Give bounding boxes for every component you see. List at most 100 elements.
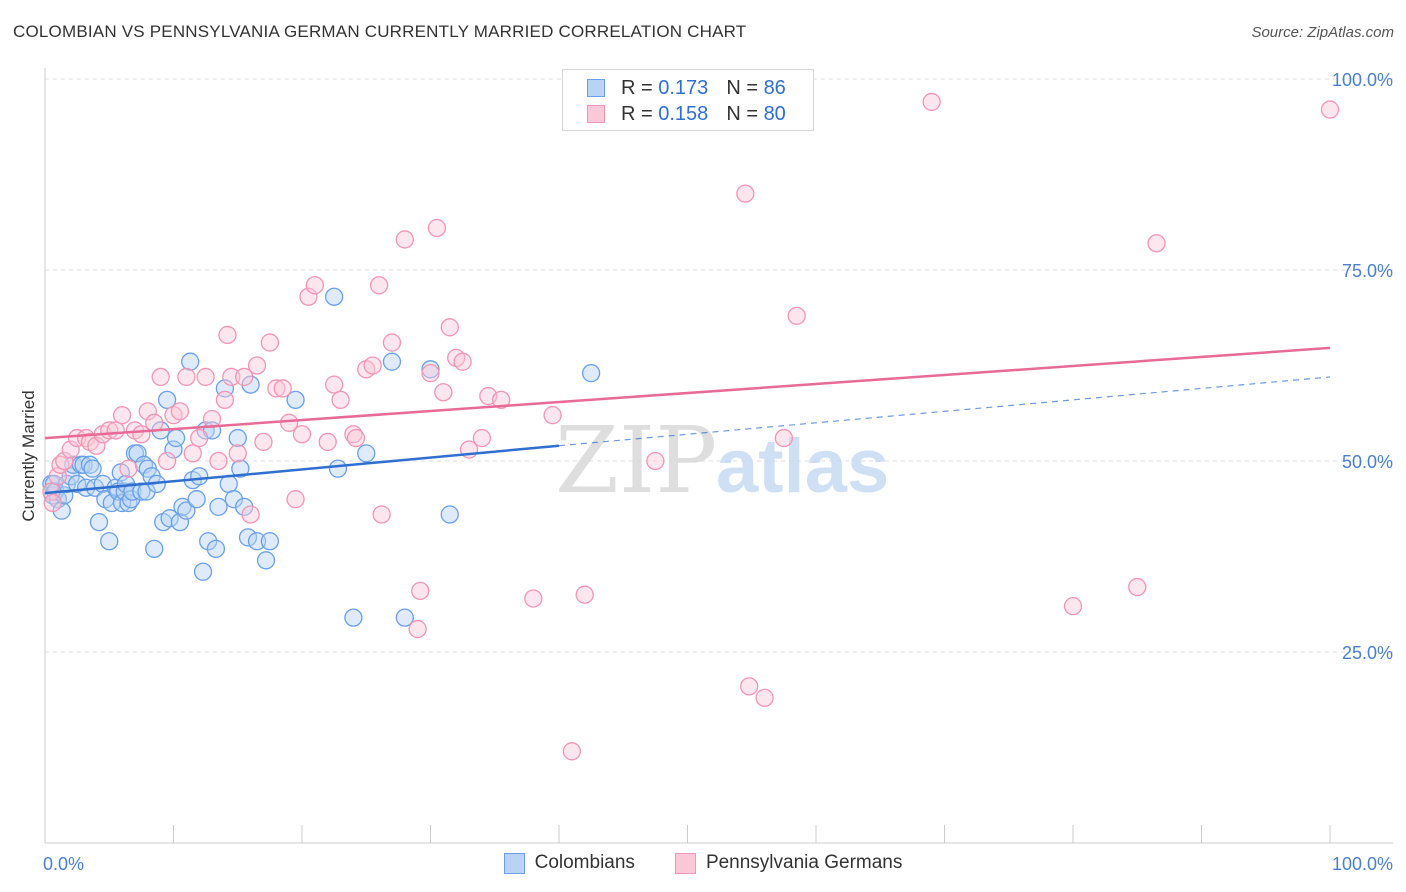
point-pennsylvania-germans	[543, 406, 562, 425]
point-pennsylvania-germans	[87, 436, 106, 455]
legend-n-value-colombians: 86	[763, 76, 786, 99]
point-colombians	[121, 490, 141, 509]
y-tick-label: 25.0%	[1342, 643, 1393, 663]
point-pennsylvania-germans	[235, 367, 254, 387]
legend-marker-colombians	[503, 852, 525, 874]
point-colombians	[581, 363, 601, 383]
legend-swatch-colombians	[587, 79, 605, 97]
series-legend: Colombians Pennsylvania Germans	[0, 852, 1406, 874]
point-pennsylvania-germans	[138, 402, 157, 421]
point-colombians	[382, 352, 402, 371]
point-pennsylvania-germans	[228, 444, 247, 463]
point-colombians	[112, 493, 132, 513]
point-pennsylvania-germans	[427, 218, 447, 238]
legend-marker-pennsylvania-germans	[674, 852, 696, 874]
point-pennsylvania-germans	[331, 390, 350, 410]
point-colombians	[89, 512, 109, 532]
data-points	[42, 92, 1340, 761]
point-pennsylvania-germans	[43, 493, 62, 513]
point-pennsylvania-germans	[372, 505, 391, 524]
point-colombians	[83, 459, 102, 478]
point-pennsylvania-germans	[151, 367, 170, 387]
point-pennsylvania-germans	[575, 585, 594, 604]
legend-item-pennsylvania-germans: Pennsylvania Germans	[674, 852, 902, 874]
point-colombians	[177, 501, 196, 520]
point-pennsylvania-germans	[106, 421, 125, 440]
point-pennsylvania-germans	[218, 325, 237, 345]
point-pennsylvania-germans	[48, 467, 67, 486]
point-colombians	[128, 444, 147, 463]
point-pennsylvania-germans	[170, 402, 190, 421]
point-colombians	[187, 490, 206, 509]
point-pennsylvania-germans	[183, 444, 202, 463]
point-pennsylvania-germans	[1147, 234, 1166, 253]
point-pennsylvania-germans	[241, 505, 260, 524]
point-pennsylvania-germans	[247, 356, 267, 375]
legend-n-label: N =	[726, 76, 758, 99]
point-pennsylvania-germans	[774, 428, 794, 448]
chart-source: Source: ZipAtlas.com	[1251, 24, 1394, 41]
point-pennsylvania-germans	[755, 688, 774, 707]
point-pennsylvania-germans	[254, 432, 273, 452]
trend-extension-colombians	[558, 376, 1331, 447]
point-pennsylvania-germans	[740, 677, 759, 696]
point-pennsylvania-germans	[215, 390, 235, 410]
point-pennsylvania-germans	[346, 428, 366, 448]
point-pennsylvania-germans	[434, 383, 453, 402]
point-colombians	[395, 608, 414, 627]
point-pennsylvania-germans	[736, 184, 755, 203]
point-pennsylvania-germans	[492, 390, 511, 410]
point-pennsylvania-germans	[177, 367, 196, 387]
y-tick-label: 75.0%	[1342, 261, 1393, 281]
point-colombians	[206, 539, 226, 559]
x-tick-label-max: 100.0%	[1332, 854, 1393, 874]
point-colombians	[247, 532, 267, 551]
point-pennsylvania-germans	[382, 333, 402, 352]
point-colombians	[190, 467, 209, 486]
point-pennsylvania-germans	[324, 375, 344, 394]
point-colombians	[256, 551, 276, 570]
point-colombians	[74, 455, 93, 474]
trend-line-colombians	[44, 444, 560, 495]
legend-item-colombians: Colombians	[503, 852, 635, 874]
y-tick-label: 50.0%	[1342, 452, 1393, 472]
point-pennsylvania-germans	[369, 276, 389, 295]
point-colombians	[286, 390, 305, 410]
trend-lines	[44, 346, 1331, 495]
point-pennsylvania-germans	[292, 425, 312, 444]
point-colombians	[328, 459, 348, 478]
point-colombians	[357, 444, 376, 463]
legend-n-value-pennsylvania-germans: 80	[763, 102, 786, 125]
x-tick-label-min: 0.0%	[43, 854, 84, 874]
point-pennsylvania-germans	[222, 367, 241, 387]
legend-n-label: N =	[726, 102, 758, 125]
point-colombians	[219, 474, 238, 494]
point-pennsylvania-germans	[408, 619, 427, 639]
point-colombians	[170, 512, 190, 532]
legend-label-colombians: Colombians	[534, 852, 635, 873]
legend-row-pennsylvania-germans: R = 0.158 N = 80	[587, 102, 786, 126]
point-pennsylvania-germans	[646, 451, 665, 471]
point-pennsylvania-germans	[395, 230, 414, 249]
point-pennsylvania-germans	[55, 451, 74, 471]
point-colombians	[238, 528, 258, 547]
y-axis-label: Currently Married	[19, 390, 38, 521]
point-pennsylvania-germans	[260, 333, 280, 352]
point-pennsylvania-germans	[318, 432, 337, 452]
point-colombians	[228, 428, 247, 448]
legend-r-value-colombians: 0.173	[658, 76, 709, 99]
point-colombians	[100, 532, 119, 551]
y-tick-label: 100.0%	[1332, 70, 1393, 90]
point-colombians	[160, 509, 179, 528]
point-pennsylvania-germans	[440, 318, 459, 337]
point-colombians	[145, 539, 164, 559]
point-colombians	[324, 287, 344, 306]
point-pennsylvania-germans	[61, 440, 80, 459]
point-pennsylvania-germans	[267, 379, 286, 398]
legend-r-label: R =	[621, 76, 653, 99]
point-colombians	[231, 459, 250, 478]
trend-line-pennsylvania-germans	[44, 346, 1331, 440]
point-pennsylvania-germans	[273, 379, 292, 398]
point-colombians	[181, 352, 200, 371]
legend-r-value-pennsylvania-germans: 0.158	[658, 102, 709, 125]
